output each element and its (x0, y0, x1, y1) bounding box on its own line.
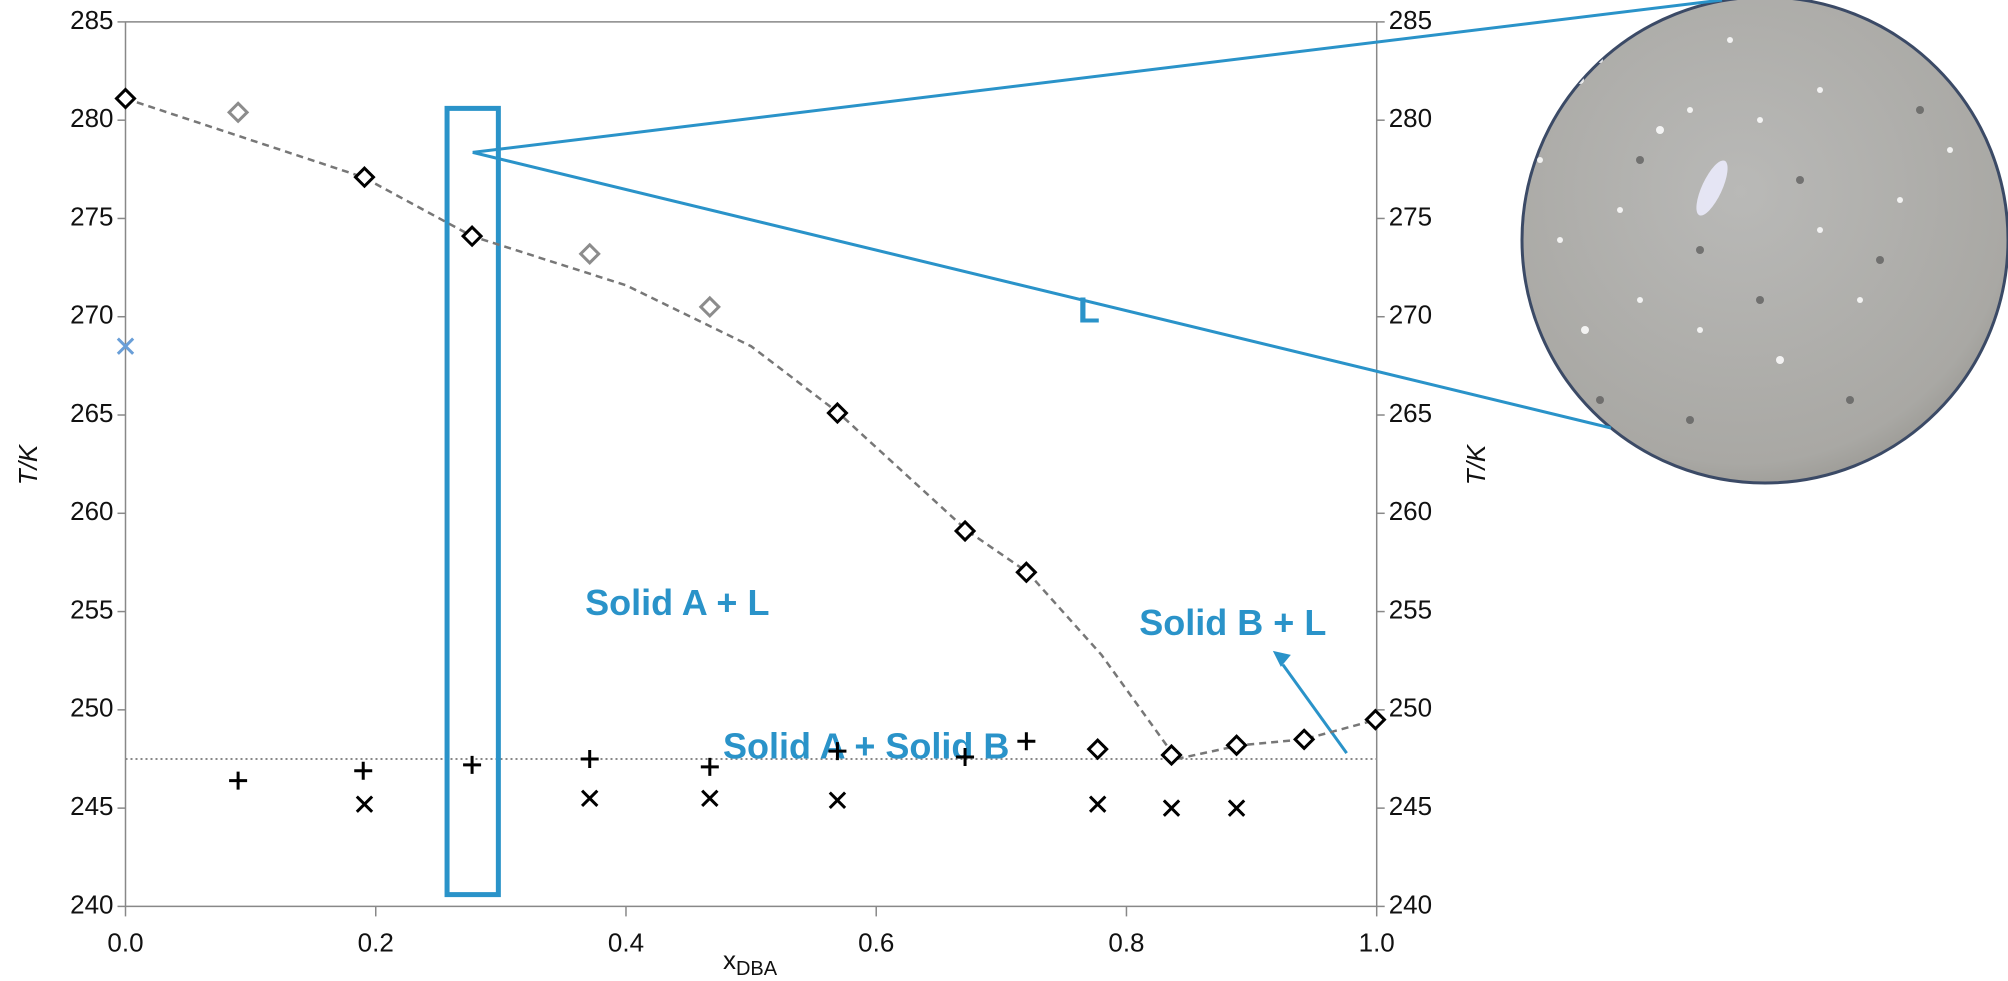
plus-point (229, 771, 248, 790)
cross-point (580, 789, 599, 808)
y2-tick-label: 245 (1389, 791, 1432, 821)
x-tick-label: 0.8 (1108, 927, 1144, 957)
arrow-shaft (1281, 663, 1348, 754)
x-tick-label: 1.0 (1359, 927, 1395, 957)
cross-point (1162, 799, 1181, 817)
diamond-point (226, 101, 250, 124)
x-axis-label-subscript: DBA (736, 958, 778, 980)
x-tick-label: 0.6 (858, 927, 894, 957)
y-tick-label: 270 (70, 300, 113, 330)
zoom-line (472, 0, 1723, 154)
cross-point (1088, 795, 1107, 813)
region-label: Solid B + L (1139, 602, 1326, 643)
y2-tick-label: 270 (1389, 300, 1432, 330)
x-axis-label: xDBA (723, 945, 778, 980)
y2-tick-label: 260 (1389, 496, 1432, 526)
zoom-line (472, 150, 1612, 430)
y2-axis-label: T/K (1461, 443, 1491, 485)
y-tick-label: 240 (70, 889, 113, 919)
cross-point (701, 789, 719, 808)
plus-point (956, 748, 975, 767)
diamond-point (353, 166, 376, 189)
diamond-point (698, 295, 721, 319)
cross-point (355, 795, 374, 813)
diamond-point (114, 87, 137, 110)
micrograph (1520, 0, 2008, 485)
diamond-point (1293, 728, 1316, 751)
highlight-box (444, 105, 501, 898)
y-axis-label: T/K (13, 443, 43, 485)
diamond-point (826, 401, 849, 425)
y2-tick-label: 250 (1389, 693, 1432, 723)
plus-point (828, 742, 847, 761)
y-tick-label: 275 (70, 201, 113, 231)
diamond-point (460, 225, 484, 248)
y2-tick-label: 265 (1389, 398, 1432, 428)
diamond-point (1086, 738, 1109, 761)
arrow (1272, 650, 1348, 754)
liquidus-curve (125, 97, 1378, 761)
plus-point (700, 757, 719, 776)
x-tick-label: 0.4 (608, 927, 644, 957)
y2-tick-label: 285 (1389, 5, 1432, 35)
y-tick-label: 265 (70, 398, 113, 428)
x-tick-label: 0.0 (107, 927, 143, 957)
diamond-point (1364, 708, 1387, 731)
region-label: Solid A + L (585, 582, 769, 623)
plus-point (354, 761, 373, 780)
region-label: L (1078, 289, 1100, 330)
arrow-head (1272, 650, 1291, 667)
region-label: Solid A + Solid B (723, 726, 1009, 767)
x-axis-label-main: x (723, 945, 736, 975)
y2-tick-label: 280 (1389, 103, 1432, 133)
y-tick-label: 245 (70, 791, 113, 821)
y-tick-label: 250 (70, 693, 113, 723)
y-tick-label: 260 (70, 496, 113, 526)
cross-point (1227, 799, 1246, 817)
diamond-point (1015, 561, 1038, 584)
cross-point (116, 337, 135, 355)
diamond-point (953, 519, 977, 543)
diamond-point (1160, 743, 1183, 767)
y2-tick-label: 255 (1389, 594, 1432, 624)
plus-point (463, 755, 482, 774)
cross-point (828, 791, 847, 809)
y2-tick-label: 240 (1389, 889, 1432, 919)
y2-tick-label: 275 (1389, 201, 1432, 231)
y-tick-label: 285 (70, 5, 113, 35)
diamond-point (1225, 734, 1248, 757)
plus-point (580, 749, 599, 768)
diamond-point (578, 242, 601, 265)
x-tick-label: 0.2 (358, 927, 394, 957)
y-tick-label: 280 (70, 103, 113, 133)
plus-point (1017, 732, 1036, 751)
y-tick-label: 255 (70, 594, 113, 624)
